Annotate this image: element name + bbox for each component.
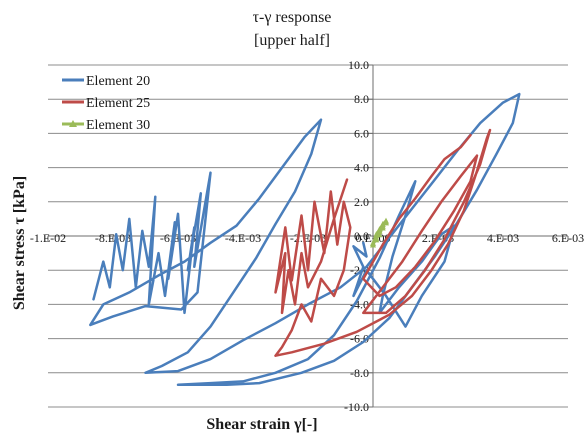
x-tick-label-1: -8.E-03 (95, 231, 131, 245)
y-tick-label-10: 10.0 (348, 58, 369, 72)
series-point-element-30-11 (379, 222, 386, 229)
series-point-element-30-10 (376, 227, 383, 234)
y-tick-label-3: -4.0 (350, 297, 369, 311)
x-tick-label-5: 0.E+00 (355, 231, 390, 245)
legend-item-element-30: Element 30 (62, 118, 150, 133)
y-tick-label-0: -10.0 (344, 400, 369, 414)
grid-lines (48, 64, 568, 408)
x-tick-label-0: -1.E-02 (30, 231, 66, 245)
legend-marker-element-30 (69, 120, 77, 127)
y-tick-label-1: -8.0 (350, 366, 369, 380)
data-series (89, 92, 521, 387)
series-element-30 (370, 217, 389, 248)
x-axis-label: Shear strain γ[-] (206, 416, 317, 433)
chart-subtitle: [upper half] (254, 32, 330, 49)
y-tick-label-6: 2.0 (354, 195, 369, 209)
legend-label-element-25: Element 25 (86, 96, 150, 111)
series-line-element-25 (274, 128, 492, 357)
series-element-25 (274, 128, 492, 357)
chart-title: τ-γ response (253, 9, 332, 26)
series-point-element-30-9 (373, 234, 380, 241)
series-element-20 (89, 92, 521, 387)
series-point-element-30-8 (370, 241, 376, 248)
y-tick-label-5: 0.0 (354, 229, 369, 243)
series-line-element-20 (89, 92, 521, 387)
x-tick-label-2: -6.E-03 (160, 231, 196, 245)
y-tick-label-8: 6.0 (354, 126, 369, 140)
x-tick-labels: -1.E-02 -8.E-03 -6.E-03 -4.E-03 -2.E-03 0.E+0… (30, 231, 584, 245)
series-point-element-30-12 (383, 219, 389, 226)
x-tick-label-7: 4.E-03 (487, 231, 519, 245)
y-tick-label-9: 8.0 (354, 92, 369, 106)
y-axis-label: Shear stress τ [kPa] (11, 176, 28, 310)
x-tick-label-8: 6.E-03 (552, 231, 584, 245)
y-tick-label-7: 4.0 (354, 161, 369, 175)
legend: Element 20 Element 25 Element 30 (62, 74, 150, 133)
legend-item-element-25: Element 25 (62, 96, 150, 111)
legend-item-element-20: Element 20 (62, 74, 150, 89)
x-tick-label-3: -4.E-03 (225, 231, 261, 245)
series-point-element-30-6 (376, 231, 383, 238)
legend-label-element-20: Element 20 (86, 74, 150, 89)
legend-label-element-30: Element 30 (86, 118, 150, 133)
